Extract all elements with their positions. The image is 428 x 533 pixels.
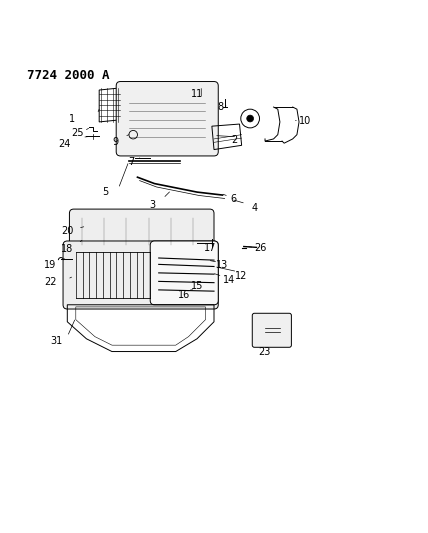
FancyBboxPatch shape: [252, 313, 291, 348]
Text: 11: 11: [191, 90, 203, 99]
Text: 20: 20: [61, 226, 74, 236]
Text: 13: 13: [217, 260, 229, 270]
Text: 24: 24: [58, 139, 71, 149]
Text: 19: 19: [44, 260, 56, 270]
Text: 6: 6: [230, 195, 236, 204]
Text: 16: 16: [178, 290, 190, 301]
Text: 4: 4: [251, 203, 258, 213]
Text: 17: 17: [204, 243, 216, 253]
Text: 25: 25: [71, 128, 83, 139]
Text: 8: 8: [217, 102, 223, 112]
Text: 14: 14: [223, 275, 235, 285]
Text: 12: 12: [235, 271, 248, 281]
Text: 1: 1: [68, 114, 74, 124]
FancyBboxPatch shape: [116, 82, 218, 156]
Text: 3: 3: [149, 200, 155, 210]
Text: 10: 10: [299, 116, 312, 126]
Text: 22: 22: [44, 277, 56, 287]
Text: 7724 2000 A: 7724 2000 A: [27, 69, 110, 82]
Circle shape: [247, 115, 253, 122]
FancyBboxPatch shape: [150, 241, 218, 305]
Text: 5: 5: [102, 187, 109, 197]
Text: 26: 26: [255, 243, 267, 253]
Text: 31: 31: [51, 336, 63, 346]
Text: 18: 18: [61, 244, 74, 254]
Text: 7: 7: [128, 157, 134, 167]
Text: 2: 2: [231, 135, 238, 145]
Text: 23: 23: [258, 348, 270, 358]
FancyBboxPatch shape: [69, 209, 214, 254]
FancyBboxPatch shape: [63, 241, 218, 309]
Text: 15: 15: [191, 281, 203, 292]
Text: 9: 9: [112, 138, 119, 147]
